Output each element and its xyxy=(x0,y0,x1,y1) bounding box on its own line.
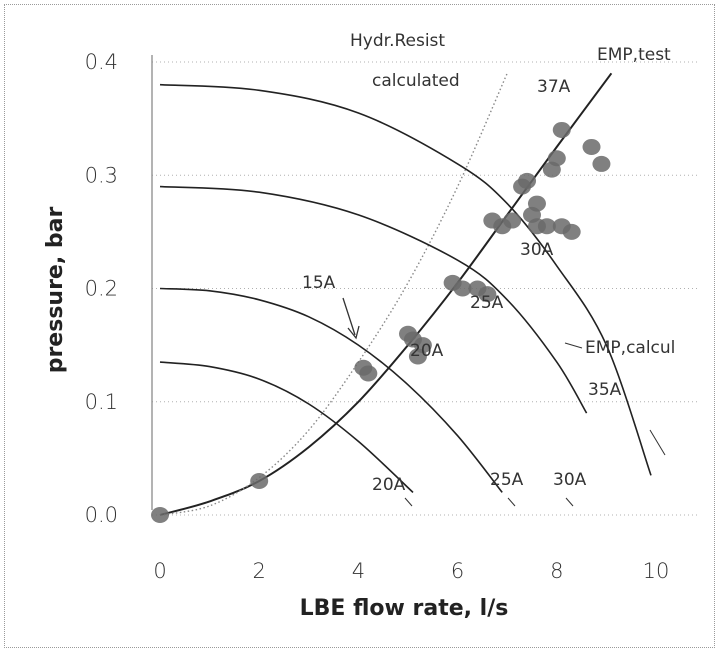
y-axis-title: pressure, bar xyxy=(43,207,68,374)
annotation-arrowhead-15a xyxy=(347,325,360,340)
annotation-calculated: calculated xyxy=(372,71,460,91)
annotation-emp-calcul: EMP,calcul xyxy=(585,338,675,358)
x-axis-title: LBE flow rate, l/s xyxy=(300,596,509,621)
data-point xyxy=(518,172,537,189)
series-line-4 xyxy=(159,185,588,414)
annotation-30a-points: 30A xyxy=(520,240,554,260)
y-tick-label: 0.1 xyxy=(85,390,118,414)
annotation-leader-25a xyxy=(507,497,516,507)
annotation-hydr-resist: Hydr.Resist xyxy=(350,31,445,51)
y-tick-label: 0.0 xyxy=(85,503,118,527)
data-point xyxy=(552,121,571,138)
data-point xyxy=(151,507,169,523)
x-tick-label: 10 xyxy=(643,559,670,583)
x-tick-label: 6 xyxy=(451,559,464,583)
data-point xyxy=(562,223,581,240)
series-line-1 xyxy=(159,73,508,516)
x-tick-label: 2 xyxy=(253,559,266,583)
curves-layer xyxy=(159,72,652,516)
annotation-35a: 35A xyxy=(588,380,622,400)
y-tick-label: 0.3 xyxy=(85,163,118,187)
annotation-20a-points: 20A xyxy=(410,341,444,361)
chart-frame xyxy=(4,4,715,648)
annotation-15a: 15A xyxy=(302,273,336,293)
annotation-leader-35a xyxy=(649,429,666,456)
annotation-leader-emp-calcul xyxy=(564,342,583,349)
annotation-emp-test: EMP,test xyxy=(597,45,671,65)
x-tick-label: 0 xyxy=(153,559,166,583)
x-tick-label: 4 xyxy=(352,559,365,583)
data-point xyxy=(582,138,601,155)
annotation-labels: Hydr.Resist calculated EMP,test 37A 15A … xyxy=(302,31,675,507)
data-point xyxy=(359,365,378,382)
y-tick-label: 0.4 xyxy=(85,50,118,74)
data-point xyxy=(527,195,546,212)
data-points-layer xyxy=(151,121,611,523)
data-point xyxy=(503,212,522,229)
series-line-3 xyxy=(159,287,503,493)
x-tick-label: 8 xyxy=(550,559,563,583)
grid-lines xyxy=(152,61,700,516)
annotation-arrow-15a xyxy=(342,297,356,336)
data-point xyxy=(413,337,432,354)
annotation-leader-20a xyxy=(404,497,413,507)
annotation-20a-curve: 20A xyxy=(372,475,406,495)
annotation-25a-points: 25A xyxy=(470,293,504,313)
series-line-0 xyxy=(159,72,613,516)
series-line-2 xyxy=(159,361,414,493)
annotation-25a-curve: 25A xyxy=(490,470,524,490)
annotation-leader-30a xyxy=(565,497,574,507)
data-point xyxy=(547,150,566,167)
annotation-30a-curve: 30A xyxy=(553,470,587,490)
data-point xyxy=(592,155,611,172)
data-point xyxy=(250,473,269,490)
y-tick-label: 0.2 xyxy=(85,277,118,301)
data-point xyxy=(478,286,497,303)
tick-labels: 0 2 4 6 8 10 0.0 0.1 0.2 0.3 0.4 xyxy=(85,50,670,583)
annotation-37a: 37A xyxy=(537,77,571,97)
series-line-5 xyxy=(159,83,652,476)
data-point xyxy=(453,280,472,297)
data-point xyxy=(537,218,556,235)
